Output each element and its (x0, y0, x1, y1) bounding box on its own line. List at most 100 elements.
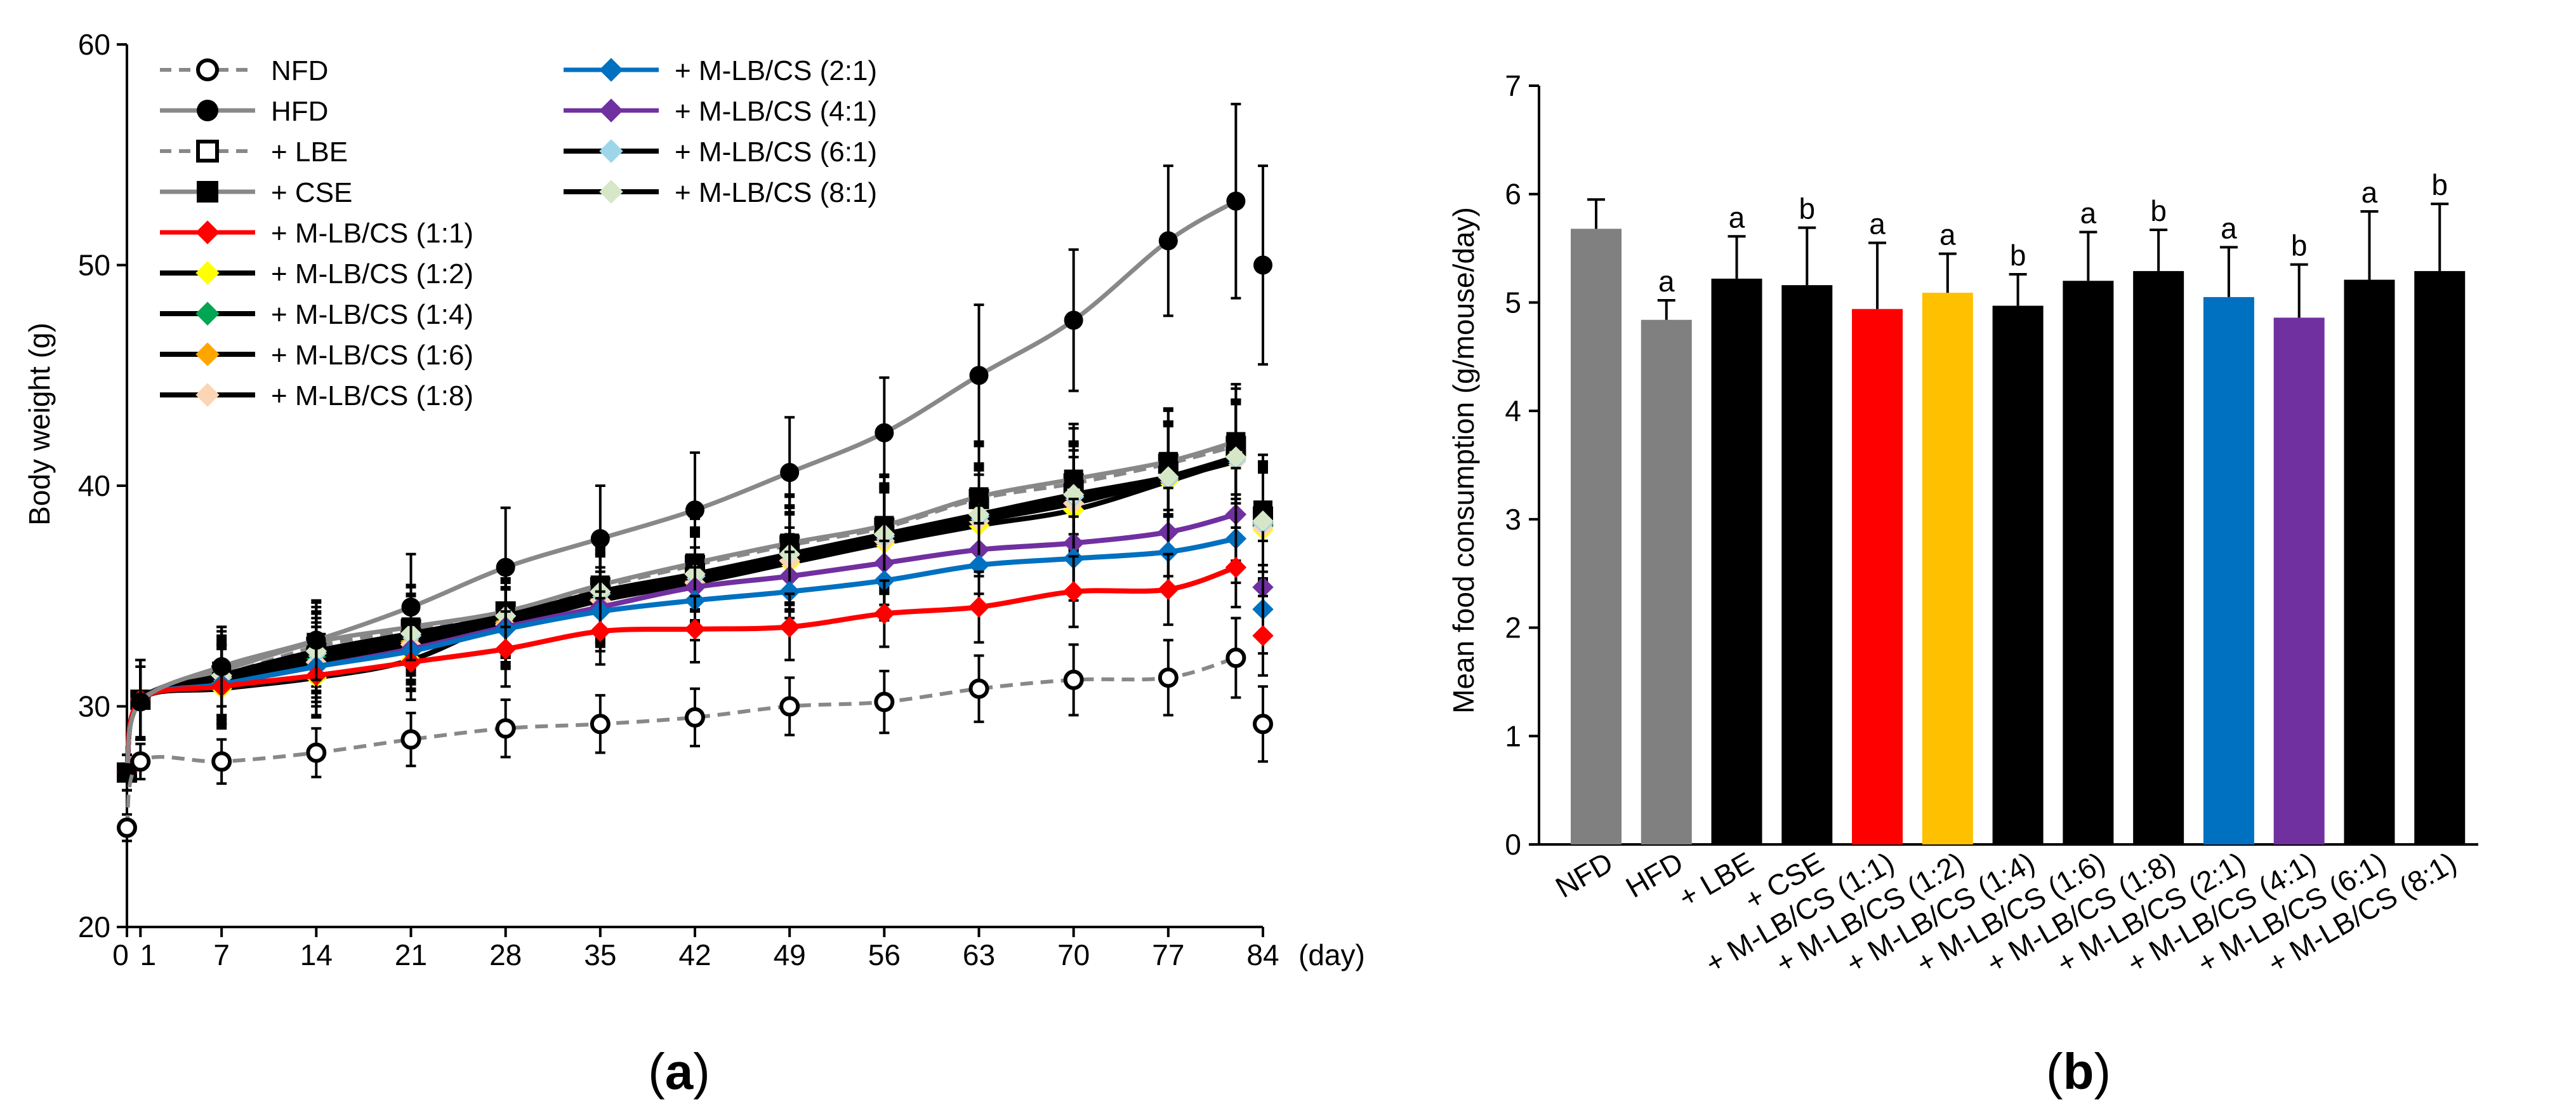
b-y-tick-label: 7 (1505, 69, 1521, 102)
a-legend-item: + M-LB/CS (1:1) (160, 218, 473, 249)
a-legend-marker (599, 180, 623, 204)
a-data-point (130, 751, 151, 772)
b-significance-letter: a (1658, 265, 1675, 298)
b-bar (2273, 317, 2325, 844)
a-data-point (1158, 578, 1179, 601)
a-legend-item: + M-LB/CS (4:1) (564, 96, 877, 127)
a-legend-label: + M-LB/CS (1:2) (271, 258, 473, 290)
a-legend-item: + M-LB/CS (2:1) (564, 55, 877, 86)
a-x-tick-label: 56 (868, 938, 901, 971)
a-data-point (401, 597, 421, 617)
a-x-tick-label: 0 (112, 938, 129, 971)
a-legend-item: + M-LB/CS (1:8) (160, 380, 473, 411)
a-legend-marker (197, 100, 218, 121)
a-legend-marker (599, 58, 623, 82)
b-bar (2133, 270, 2184, 845)
a-y-tick-label: 40 (78, 469, 110, 502)
a-legend-item: + M-LB/CS (6:1) (564, 137, 877, 168)
a-data-point (400, 651, 422, 673)
a-y-tick-label: 60 (78, 28, 110, 61)
a-data-point (211, 751, 232, 772)
a-legend-marker (195, 261, 220, 285)
a-series-line (124, 439, 1237, 773)
a-legend-marker (195, 383, 220, 407)
a-y-axis-label: Body weight (g) (23, 323, 56, 526)
b-bar (2414, 270, 2466, 845)
a-x-tick-label: 1 (140, 938, 157, 971)
b-bar (2063, 281, 2114, 844)
a-data-point (780, 463, 800, 483)
a-data-point (590, 529, 610, 549)
panel-a-label: (a) (648, 1043, 710, 1100)
a-data-point (874, 691, 895, 712)
a-x-tick-label: 7 (213, 938, 230, 971)
b-axes: 0 1 2 3 4 5 6 7 (1505, 69, 2478, 861)
a-legend-item: + LBE (160, 137, 348, 168)
a-data-point (1063, 669, 1084, 690)
b-significance-letter: a (2080, 196, 2097, 229)
a-data-point (1158, 231, 1178, 251)
a-legend-item: HFD (160, 96, 328, 127)
b-y-tick-label: 2 (1505, 611, 1521, 644)
a-legend-marker (196, 58, 219, 81)
a-data-point (969, 366, 989, 385)
b-bar-group: b+ CSE (1739, 192, 1833, 917)
b-significance-letter: a (2221, 211, 2237, 244)
b-bar-group: NFD (1550, 198, 1622, 904)
a-data-point (306, 742, 327, 763)
b-significance-letter: b (2431, 168, 2448, 201)
a-legend-item: + M-LB/CS (1:4) (160, 299, 473, 330)
a-data-point (1064, 310, 1083, 330)
a-data-point (307, 630, 326, 650)
a-data-point (590, 714, 611, 735)
a-x-tick-label: 49 (774, 938, 806, 971)
a-legend-label: + M-LB/CS (4:1) (675, 96, 877, 127)
a-data-point (1158, 667, 1179, 688)
a-series-1 (117, 102, 1272, 792)
b-bar (1922, 293, 1973, 844)
a-data-point (1253, 714, 1273, 735)
b-y-axis-label: Mean food consumption (g/mouse/day) (1447, 207, 1480, 714)
a-series-line (124, 536, 1237, 773)
panel-b-letter: b (2063, 1043, 2094, 1100)
a-series-line (124, 454, 1237, 773)
a-x-tick-label: 14 (300, 938, 333, 971)
a-legend-label: + CSE (271, 177, 352, 208)
b-bar (2344, 279, 2395, 844)
a-legend-marker (195, 342, 220, 366)
b-bar (1852, 309, 1903, 845)
b-y-tick-label: 3 (1505, 503, 1521, 536)
a-series-group (116, 102, 1274, 843)
a-axes: 20 30 40 50 60 0 1 7 14 21 28 35 42 49 56 63 70 77 84 (day) (78, 28, 1365, 971)
a-data-point (873, 603, 895, 625)
b-y-tick-label: 5 (1505, 286, 1521, 319)
a-data-point (117, 817, 137, 838)
a-y-tick-label: 30 (78, 690, 110, 723)
b-significance-letter: a (1729, 201, 1745, 234)
a-data-point (1062, 581, 1085, 603)
a-series-line (124, 564, 1237, 773)
a-x-tick-label: 21 (395, 938, 427, 971)
a-data-point (1225, 556, 1247, 578)
b-x-tick-label: NFD (1550, 846, 1618, 904)
b-y-tick-label: 6 (1505, 178, 1521, 211)
a-data-point (685, 500, 704, 520)
a-legend-label: + M-LB/CS (2:1) (675, 55, 877, 86)
a-data-point (875, 423, 894, 443)
a-legend-item: + CSE (160, 177, 352, 208)
b-bar (1711, 278, 1762, 844)
a-series-line (124, 199, 1238, 773)
body-weight-line-chart: Body weight (g) 20 30 40 50 60 0 1 7 14 21 28 35 42 4… (23, 28, 1365, 1100)
panel-a-letter: a (665, 1043, 694, 1100)
a-series-0 (117, 617, 1273, 843)
a-data-point (1225, 648, 1246, 669)
a-data-point (495, 718, 516, 739)
b-significance-letter: b (2291, 229, 2308, 262)
a-data-point (1253, 255, 1272, 275)
a-x-tick-label: 70 (1057, 938, 1090, 971)
a-data-point (494, 638, 517, 660)
b-x-tick-label: + LBE (1673, 846, 1759, 914)
a-data-point (1226, 191, 1246, 211)
